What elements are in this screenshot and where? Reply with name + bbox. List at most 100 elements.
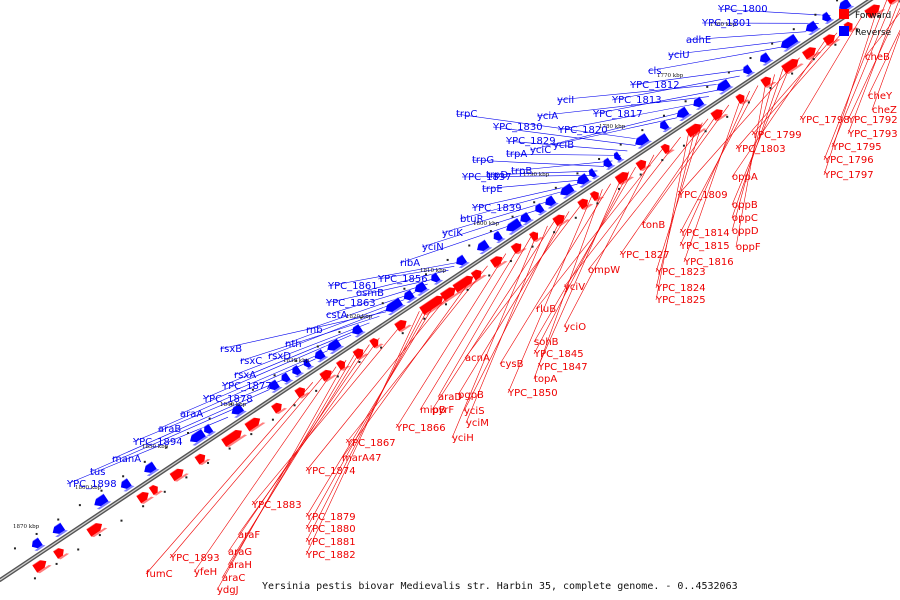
reverse-gene-arrow	[611, 150, 625, 163]
forward-gene-arrow	[393, 316, 412, 332]
reverse-gene-label: YPC_1863	[325, 298, 376, 309]
reverse-gene-arrow	[542, 194, 559, 209]
forward-gene-label: yciV	[564, 282, 585, 293]
reverse-gene-arrow	[586, 167, 600, 180]
legend: Forward Reverse	[839, 9, 892, 38]
forward-gene-label: ydgJ	[217, 585, 239, 596]
forward-gene-arrow	[780, 55, 804, 74]
reverse-gene-label: yciB	[553, 140, 574, 151]
reverse-gene-label: trpB	[511, 166, 532, 177]
axis-tick-label: 1790 kbp	[523, 172, 550, 178]
reverse-gene-label: osmB	[356, 288, 384, 299]
forward-gene-label: YPC_1866	[395, 423, 446, 434]
forward-gene-label: yciH	[452, 433, 474, 444]
forward-gene-arrow	[194, 450, 211, 466]
legend-reverse-swatch	[839, 26, 849, 36]
reverse-gene-arrow	[802, 19, 821, 36]
forward-gene-arrow	[684, 120, 707, 138]
reverse-gene-label: araA	[180, 409, 203, 420]
gene-arrows	[29, 0, 900, 574]
reverse-gene-label: btuR	[460, 214, 484, 225]
forward-gene-arrow	[335, 357, 351, 371]
forward-gene-label: oppA	[732, 172, 758, 183]
reverse-gene-label: YPC_1830	[492, 122, 543, 133]
forward-gene-label: oppD	[732, 226, 759, 237]
reverse-gene-arrow	[557, 182, 578, 199]
forward-gene-label: mipB	[420, 405, 446, 416]
forward-gene-arrow	[470, 266, 487, 281]
forward-gene-arrow	[734, 91, 750, 105]
forward-gene-label: araF	[238, 530, 260, 541]
forward-gene-label: oppF	[736, 242, 761, 253]
forward-gene-arrow	[863, 1, 886, 19]
forward-gene-label: yciM	[466, 418, 489, 429]
reverse-gene-label: YPC_1820	[557, 125, 608, 136]
forward-gene-label: YPC_1816	[683, 257, 734, 268]
forward-gene-label: oppB	[732, 200, 758, 211]
reverse-gene-label: YPC_1813	[611, 95, 662, 106]
reverse-gene-arrow	[324, 337, 345, 355]
forward-gene-label: sohB	[534, 337, 559, 348]
forward-gene-arrow	[510, 240, 527, 255]
reverse-gene-arrow	[141, 460, 160, 477]
forward-gene-arrow	[759, 73, 777, 88]
reverse-gene-arrow	[690, 95, 707, 111]
axis-tick-label: 1860 kbp	[75, 485, 102, 491]
forward-gene-arrow	[318, 366, 337, 382]
forward-gene-arrow	[551, 211, 570, 227]
forward-gene-arrow	[439, 283, 461, 302]
reverse-gene-arrow	[713, 78, 734, 95]
reverse-gene-label: nth	[285, 339, 302, 350]
forward-gene-label: YPC_1850	[507, 388, 558, 399]
forward-gene-label: araH	[228, 560, 252, 571]
forward-gene-label: YPC_1881	[305, 537, 356, 548]
reverse-gene-arrow	[400, 288, 418, 304]
reverse-gene-arrow	[49, 521, 68, 538]
reverse-gene-arrow	[411, 280, 430, 296]
reverse-gene-label: trpC	[456, 109, 477, 120]
reverse-gene-arrow	[187, 428, 209, 446]
reverse-gene-label: rnb	[306, 325, 323, 336]
forward-gene-label: yciS	[464, 406, 485, 417]
reverse-gene-label: YPC_1878	[202, 394, 253, 405]
forward-gene-label: YPC_1797	[823, 170, 874, 181]
forward-gene-label: YPC_1825	[655, 295, 706, 306]
reverse-gene-label: yciA	[537, 111, 558, 122]
reverse-gene-label: YPC_1829	[505, 136, 556, 147]
reverse-gene-label: YPC_1812	[629, 80, 680, 91]
reverse-gene-label: yciI	[557, 95, 574, 106]
forward-gene-arrow	[52, 545, 70, 560]
forward-gene-arrow	[169, 465, 189, 482]
axis-tick-label: 1850 kbp	[142, 444, 169, 450]
legend-forward-swatch	[839, 9, 849, 19]
reverse-gene-arrow	[503, 217, 525, 235]
reverse-gene-arrow	[600, 156, 616, 170]
reverse-gene-label: YPC_1839	[471, 203, 522, 214]
reverse-gene-arrow	[740, 63, 756, 77]
forward-gene-arrow	[368, 335, 384, 349]
forward-gene-label: cheB	[865, 52, 890, 63]
reverse-gene-label: trpG	[472, 155, 494, 166]
forward-gene-label: rluB	[536, 304, 556, 315]
axis-tick-label: 1820 kbp	[346, 314, 373, 320]
reverse-gene-label: YPC_1800	[717, 4, 768, 15]
forward-gene-arrow	[576, 195, 594, 210]
forward-gene-label: YPC_1792	[847, 115, 898, 126]
forward-gene-label: acnA	[465, 353, 490, 364]
forward-gene-label: YPC_1847	[537, 362, 588, 373]
forward-gene-arrow	[293, 384, 311, 399]
forward-gene-label: YPC_1883	[251, 500, 302, 511]
forward-gene-arrow	[885, 0, 900, 5]
reverse-gene-arrow	[532, 202, 548, 216]
reverse-gene-arrow	[453, 254, 470, 269]
genome-axis: 1760 kbp 1770 kbp 1780 kbp 1790 kbp 1800 kbp…	[0, 0, 900, 582]
forward-gene-label: YPC_1827	[619, 250, 670, 261]
reverse-gene-label: YPC_1856	[377, 274, 428, 285]
reverse-gene-label: rsxB	[220, 344, 242, 355]
reverse-gene-arrow	[228, 402, 247, 418]
reverse-gene-arrow	[517, 211, 534, 226]
forward-gene-label: YPC_1824	[655, 283, 706, 294]
forward-gene-label: tonB	[642, 220, 665, 231]
reverse-gene-arrow	[819, 11, 835, 25]
reverse-gene-arrow	[118, 477, 135, 492]
